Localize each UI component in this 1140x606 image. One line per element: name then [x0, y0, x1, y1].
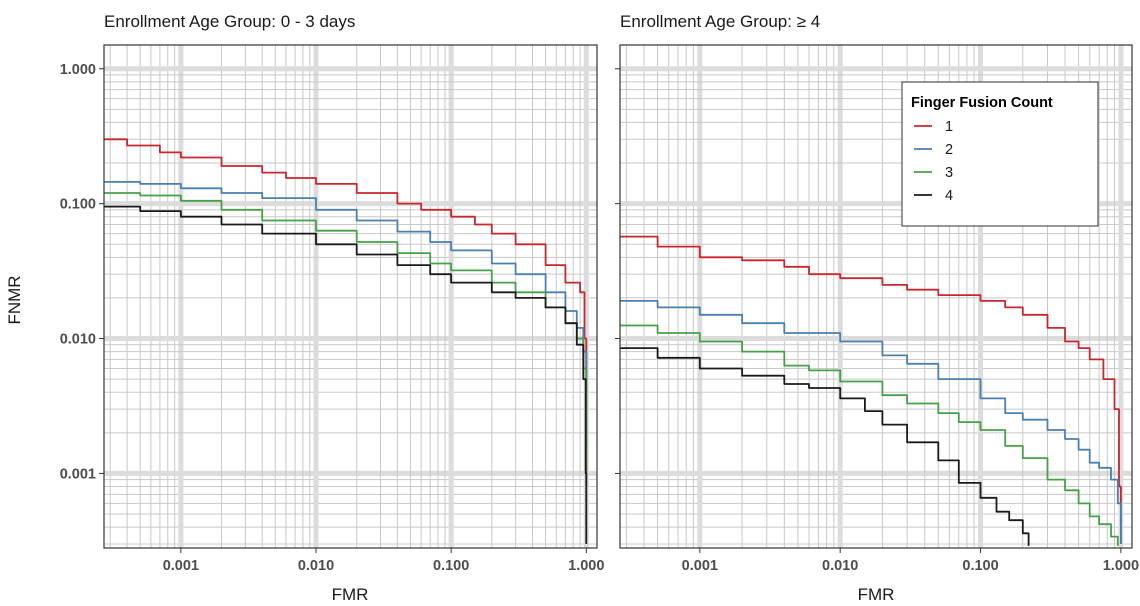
x-tick-label: 0.100 [962, 558, 998, 574]
legend-label-3: 3 [945, 165, 953, 181]
series-line-2 [620, 300, 1122, 544]
legend-title: Finger Fusion Count [911, 95, 1053, 111]
legend-label-2: 2 [945, 142, 953, 158]
panel-2-x-axis-title: FMR [858, 585, 895, 604]
legend-label-4: 4 [945, 188, 953, 204]
series-line-2 [104, 181, 588, 450]
panel-1-x-axis-title: FMR [332, 585, 369, 604]
x-tick-label: 0.010 [822, 558, 858, 574]
panel-1-grid [104, 45, 597, 548]
panel-1-border [103, 44, 598, 549]
panel-2-lines [620, 235, 1122, 546]
panel-1-ticks: 0.001 0.010 0.100 1.000 0.001 0.010 0.100 1.000 [60, 62, 605, 574]
series-line-3 [620, 324, 1119, 546]
y-tick-label: 0.100 [60, 197, 96, 213]
y-axis-title: FNMR [5, 275, 24, 324]
y-tick-label: 0.001 [60, 466, 96, 482]
panel-2-title: Enrollment Age Group: ≥ 4 [620, 12, 820, 31]
series-line-4 [104, 205, 588, 544]
x-tick-label: 0.010 [298, 558, 334, 574]
x-tick-label: 1.000 [1103, 558, 1139, 574]
x-tick-label: 0.001 [682, 558, 718, 574]
panel-1-lines [104, 138, 588, 544]
series-line-4 [620, 347, 1030, 546]
legend: Finger Fusion Count 1 2 3 4 [901, 81, 1099, 227]
y-tick-label: 0.010 [60, 332, 96, 348]
panel-2-ticks: 0.001 0.010 0.100 1.000 [615, 68, 1139, 574]
legend-label-1: 1 [945, 119, 953, 135]
series-line-1 [620, 235, 1122, 544]
panel-1-title: Enrollment Age Group: 0 - 3 days [104, 12, 355, 31]
x-tick-label: 0.001 [163, 558, 199, 574]
panel-2-border [619, 44, 1133, 549]
x-tick-label: 0.100 [433, 558, 469, 574]
y-tick-label: 1.000 [60, 62, 96, 78]
series-line-1 [104, 138, 588, 474]
x-tick-label: 1.000 [568, 558, 604, 574]
legend-box [901, 81, 1099, 227]
